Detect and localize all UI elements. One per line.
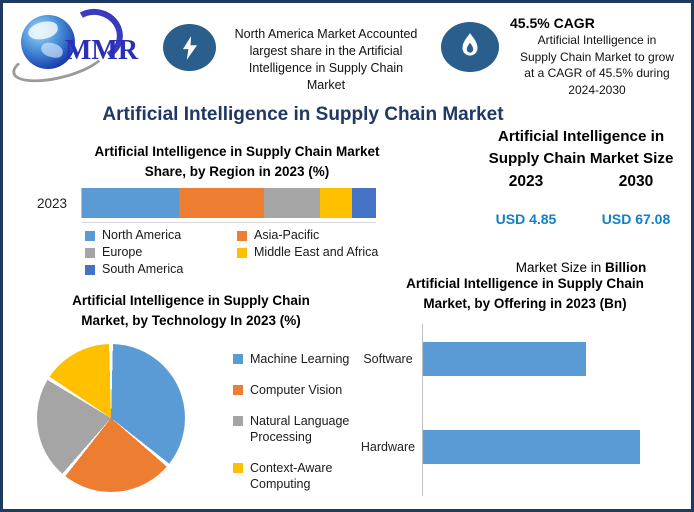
legend-item-south-america: South America (85, 262, 237, 276)
cagr-line: Supply Chain Market to grow (519, 49, 675, 64)
header-left-line: Market (306, 78, 346, 92)
offering-chart-title: Artificial Intelligence in Supply Chain … (356, 274, 691, 314)
legend-swatch-natural-language-processing (233, 416, 243, 426)
offering-bar-chart: Artificial Intelligence in Supply Chain … (356, 274, 691, 496)
offering-title-line: Artificial Intelligence in Supply Chain (406, 276, 644, 291)
region-bar-row: 2023 (31, 188, 443, 223)
region-bar-segment-south-america (352, 188, 376, 218)
market-size-title-line: Supply Chain Market Size (488, 150, 674, 167)
region-bar-plot (81, 188, 376, 223)
legend-swatch-machine-learning (233, 354, 243, 364)
pie-title-line: Market, by Technology In 2023 (%) (81, 313, 301, 328)
legend-item-north-america: North America (85, 228, 237, 242)
value-2023: USD 4.85 (495, 211, 557, 227)
region-bar-segment-asia-pacific (179, 188, 265, 218)
year-2023-label: 2023 (508, 173, 544, 190)
region-bar-segment-middle-east-and-africa (320, 188, 353, 218)
mmr-logo: MMR (8, 3, 159, 91)
region-chart-title: Artificial Intelligence in Supply Chain … (31, 142, 443, 182)
header-right-highlight: 45.5% CAGR Artificial Intelligence in Su… (502, 15, 691, 98)
value-2030: USD 67.08 (601, 211, 671, 227)
legend-label: Machine Learning (250, 352, 350, 366)
technology-pie-chart: Artificial Intelligence in Supply Chain … (21, 291, 361, 492)
legend-item-natural-language-processing: Natural Language Processing (233, 413, 357, 445)
offering-category-label: Hardware (360, 440, 416, 454)
header-left-highlight-text: North America Market Accounted largest s… (216, 26, 436, 94)
legend-item-computer-vision: Computer Vision (233, 382, 357, 398)
legend-item-machine-learning: Machine Learning (233, 351, 357, 367)
legend-item-middle-east-and-africa: Middle East and Africa (237, 245, 437, 259)
offering-row-software: Software (363, 342, 685, 376)
legend-swatch-context-aware-computing (233, 463, 243, 473)
header-left-line: Intelligence in Supply Chain (248, 61, 404, 75)
cagr-heading: 45.5% CAGR (510, 15, 595, 31)
legend-label: North America (102, 228, 182, 242)
offering-title-line: Market, by Offering in 2023 (Bn) (423, 296, 627, 311)
region-bar-segment-europe (264, 188, 321, 218)
market-size-values: USD 4.85 USD 67.08 (471, 211, 691, 227)
lightning-icon (163, 24, 216, 71)
year-2030-label: 2030 (618, 173, 654, 190)
legend-swatch-asia-pacific (237, 231, 247, 241)
market-size-note-unit: Billion (605, 260, 647, 275)
cagr-text: Artificial Intelligence in Supply Chain … (502, 32, 691, 98)
legend-item-europe: Europe (85, 245, 237, 259)
flame-icon (441, 22, 499, 72)
legend-item-asia-pacific: Asia-Pacific (237, 228, 437, 242)
region-share-chart: Artificial Intelligence in Supply Chain … (31, 142, 443, 276)
legend-label: Middle East and Africa (254, 245, 379, 259)
logo-text: MMR (65, 35, 139, 66)
legend-label: Natural Language Processing (250, 414, 350, 444)
legend-swatch-europe (85, 248, 95, 258)
market-size-title: Artificial Intelligence in Supply Chain … (471, 126, 691, 170)
legend-label: Context-Aware Computing (250, 461, 333, 491)
offering-row-hardware: Hardware (361, 430, 685, 464)
region-bar-segment-north-america (82, 188, 180, 218)
market-size-note-prefix: Market Size in (515, 260, 606, 275)
region-legend: North America Asia-Pacific Europe Middle Ea… (85, 228, 437, 276)
pie-graphic (37, 344, 185, 492)
legend-swatch-north-america (85, 231, 95, 241)
pie-legend: Machine Learning Computer Vision Natural L… (233, 351, 357, 492)
market-size-title-line: Artificial Intelligence in (497, 128, 665, 145)
page-title: Artificial Intelligence in Supply Chain … (102, 104, 504, 125)
header-left-line: North America Market Accounted (234, 27, 418, 41)
cagr-line: Artificial Intelligence in (537, 33, 657, 47)
globe-icon (21, 15, 75, 69)
cagr-line: 2024-2030 (568, 82, 626, 97)
market-size-note: Market Size in Billion (471, 260, 691, 275)
legend-item-context-aware-computing: Context-Aware Computing (233, 460, 357, 492)
offering-bar-software (423, 342, 586, 376)
offering-bar-hardware (423, 430, 640, 464)
region-title-line: Artificial Intelligence in Supply Chain … (94, 144, 380, 159)
offering-category-label: Software (363, 352, 413, 366)
region-category-label: 2023 (37, 195, 68, 211)
market-size-years: 2023 2030 (471, 173, 691, 191)
market-size-panel: Artificial Intelligence in Supply Chain … (471, 126, 691, 275)
legend-label: Europe (102, 245, 143, 259)
legend-label: Computer Vision (250, 383, 343, 397)
legend-swatch-south-america (85, 265, 95, 275)
legend-swatch-computer-vision (233, 385, 243, 395)
legend-label: Asia-Pacific (254, 228, 320, 242)
legend-label: South America (102, 262, 184, 276)
cagr-line: at a CAGR of 45.5% during (524, 66, 670, 80)
pie-title-line: Artificial Intelligence in Supply Chain (72, 293, 310, 308)
pie-chart-title: Artificial Intelligence in Supply Chain … (21, 291, 361, 331)
offering-chart-plot: Software Hardware (361, 324, 685, 496)
legend-swatch-middle-east-and-africa (237, 248, 247, 258)
header-left-line: largest share in the Artificial (249, 44, 403, 58)
region-title-line: Share, by Region in 2023 (%) (144, 164, 330, 179)
